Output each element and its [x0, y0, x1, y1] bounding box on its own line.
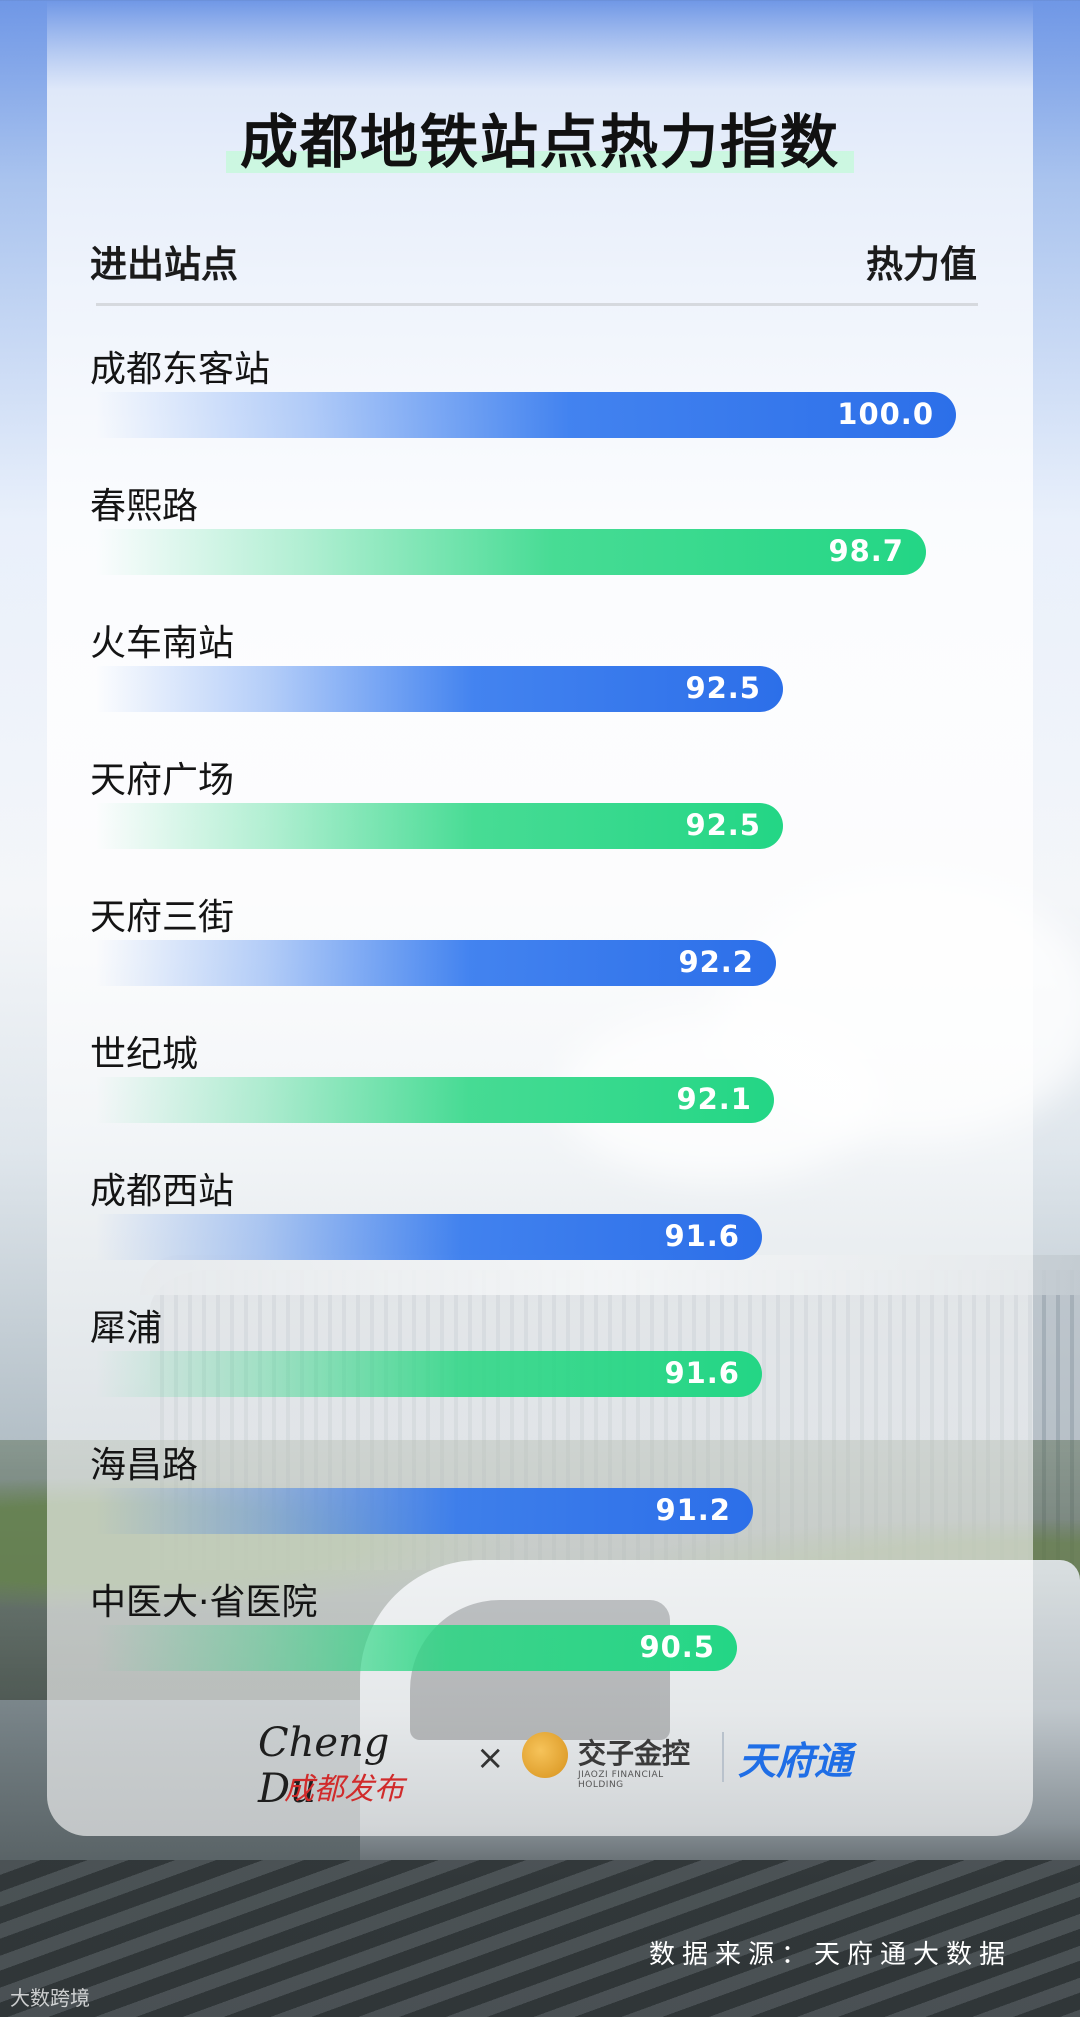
station-label: 火车南站 [90, 623, 235, 664]
station-label: 成都西站 [90, 1171, 235, 1212]
station-label: 海昌路 [90, 1445, 199, 1486]
heat-value-label: 98.7 [828, 534, 904, 568]
heat-value-label: 91.2 [655, 1493, 731, 1527]
heat-bar: 100.0 [96, 392, 956, 438]
station-label: 天府广场 [90, 760, 235, 801]
page-title-text: 成都地铁站点热力指数 [239, 108, 840, 176]
station-label: 世纪城 [90, 1034, 199, 1075]
times-sign: × [476, 1738, 505, 1778]
chart-row: 世纪城 92.1 [0, 1025, 1080, 1155]
heat-bar: 92.5 [96, 666, 783, 712]
column-header-heat: 热力值 [866, 243, 977, 286]
background-track [0, 1860, 1080, 2017]
header-divider [96, 303, 978, 306]
heat-value-label: 90.5 [639, 1630, 715, 1664]
chengdu-release-logo: Cheng Du 成都发布 [258, 1720, 458, 1812]
heat-bar: 91.2 [96, 1488, 753, 1534]
chart-row: 天府广场 92.5 [0, 751, 1080, 881]
jiaozi-logo-chinese: 交子金控 [578, 1737, 691, 1770]
chart-row: 春熙路 98.7 [0, 477, 1080, 607]
station-label: 中医大·省医院 [90, 1582, 318, 1623]
chart-row: 火车南站 92.5 [0, 614, 1080, 744]
heat-bar: 90.5 [96, 1625, 737, 1671]
heat-value-label: 91.6 [664, 1219, 740, 1253]
logo-separator [722, 1732, 724, 1782]
jiaozi-logo: 交子金控 JIAOZI FINANCIAL HOLDING [522, 1728, 712, 1798]
chart-row: 天府三街 92.2 [0, 888, 1080, 1018]
station-label: 成都东客站 [90, 349, 271, 390]
heat-bar: 91.6 [96, 1351, 762, 1397]
page-title: 成都地铁站点热力指数 [225, 95, 854, 179]
heat-value-label: 91.6 [664, 1356, 740, 1390]
heat-bar: 92.5 [96, 803, 783, 849]
station-label: 春熙路 [90, 486, 199, 527]
footer-logos: Cheng Du 成都发布 × 交子金控 JIAOZI FINANCIAL HO… [0, 1720, 1080, 1812]
heat-value-label: 92.5 [685, 671, 761, 705]
heat-value-label: 92.1 [676, 1082, 752, 1116]
jiaozi-coin-icon [522, 1732, 568, 1778]
station-label: 天府三街 [90, 897, 235, 938]
data-source: 数据来源：天府通大数据 [648, 1940, 1012, 1970]
chart-row: 海昌路 91.2 [0, 1436, 1080, 1566]
heat-value-label: 92.2 [678, 945, 754, 979]
jiaozi-logo-english: JIAOZI FINANCIAL HOLDING [578, 1770, 664, 1790]
heat-value-label: 92.5 [685, 808, 761, 842]
watermark: 大数跨境 [10, 1986, 90, 2010]
column-header-station: 进出站点 [90, 243, 238, 286]
chart-row: 中医大·省医院 90.5 [0, 1573, 1080, 1703]
chart-row: 犀浦 91.6 [0, 1299, 1080, 1429]
chengdu-logo-chinese: 成都发布 [284, 1772, 404, 1807]
station-label: 犀浦 [90, 1308, 163, 1349]
chengdu-logo-latin: Cheng Du [258, 1720, 390, 1812]
chart-row: 成都西站 91.6 [0, 1162, 1080, 1292]
heat-bar: 91.6 [96, 1214, 762, 1260]
tianfutong-logo: 天府通 [738, 1739, 853, 1783]
heat-bar: 92.1 [96, 1077, 774, 1123]
heat-bar: 92.2 [96, 940, 776, 986]
heat-bar: 98.7 [96, 529, 926, 575]
title-area: 成都地铁站点热力指数 [0, 95, 1080, 179]
chart-row: 成都东客站 100.0 [0, 340, 1080, 470]
heat-value-label: 100.0 [837, 397, 934, 431]
